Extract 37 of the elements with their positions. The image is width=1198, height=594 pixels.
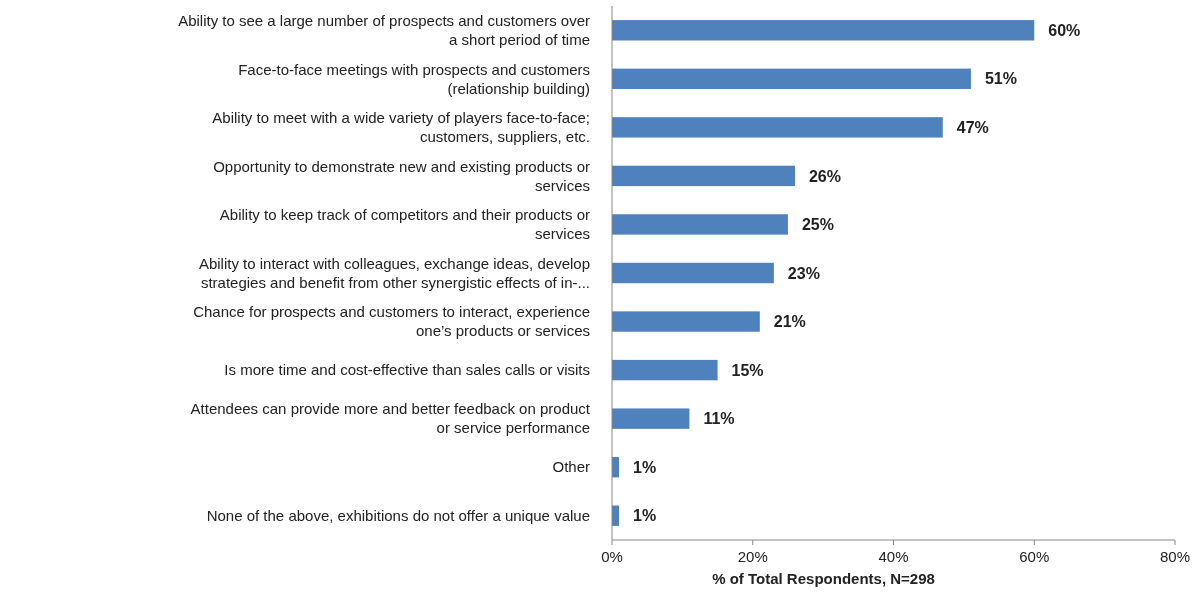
bar xyxy=(612,68,971,90)
data-label: 1% xyxy=(633,507,657,525)
bar xyxy=(612,408,690,429)
data-label: 25% xyxy=(801,216,834,234)
y-tick-label: Is more time and cost-effective than sales calls or visits xyxy=(224,361,590,379)
data-label: 51% xyxy=(984,70,1017,88)
x-tick-label: 40% xyxy=(878,548,909,565)
bar xyxy=(612,214,788,235)
data-label: 47% xyxy=(956,118,989,136)
y-tick-label: Face-to-face meetings with prospects and customers (relationship building) xyxy=(238,60,590,97)
data-label: 15% xyxy=(731,361,764,379)
x-tick-label: 60% xyxy=(1019,548,1050,565)
y-tick-label: None of the above, exhibitions do not offer a unique value xyxy=(206,506,590,524)
data-label: 60% xyxy=(1048,21,1081,39)
y-tick-label: Ability to interact with colleagues, exchange ideas, develop strategies and benefit from other synergistic effects of in-... xyxy=(198,254,590,291)
data-label: 26% xyxy=(808,167,842,185)
data-label: 11% xyxy=(703,410,735,428)
bar xyxy=(612,117,943,138)
y-tick-label: Attendees can provide more and better feedback on product or service performance xyxy=(190,400,591,437)
y-tick-label: Ability to see a large number of prospects and customers over a short period of time xyxy=(178,12,590,49)
y-tick-label: Other xyxy=(552,458,590,476)
x-tick-label: 80% xyxy=(1159,548,1191,565)
data-label: 23% xyxy=(787,264,820,282)
y-tick-label: Chance for prospects and customers to interact, experience one’s products or services xyxy=(193,303,590,340)
bar xyxy=(612,262,774,284)
x-tick-label: 0% xyxy=(601,548,623,565)
x-tick-label: 20% xyxy=(737,548,768,565)
bar xyxy=(612,311,760,332)
bar xyxy=(612,165,795,187)
data-label: 21% xyxy=(773,313,806,331)
y-tick-label: Opportunity to demonstrate new and existing products or services xyxy=(213,157,590,194)
x-axis-title: % of Total Respondents, N=298 xyxy=(712,570,935,587)
data-label: 1% xyxy=(633,458,657,476)
bar xyxy=(612,20,1035,41)
y-tick-label: Ability to meet with a wide variety of players face-to-face; customers, suppliers, etc. xyxy=(212,109,590,146)
bar xyxy=(612,359,718,381)
y-tick-label: Ability to keep track of competitors and their products or services xyxy=(219,206,590,243)
